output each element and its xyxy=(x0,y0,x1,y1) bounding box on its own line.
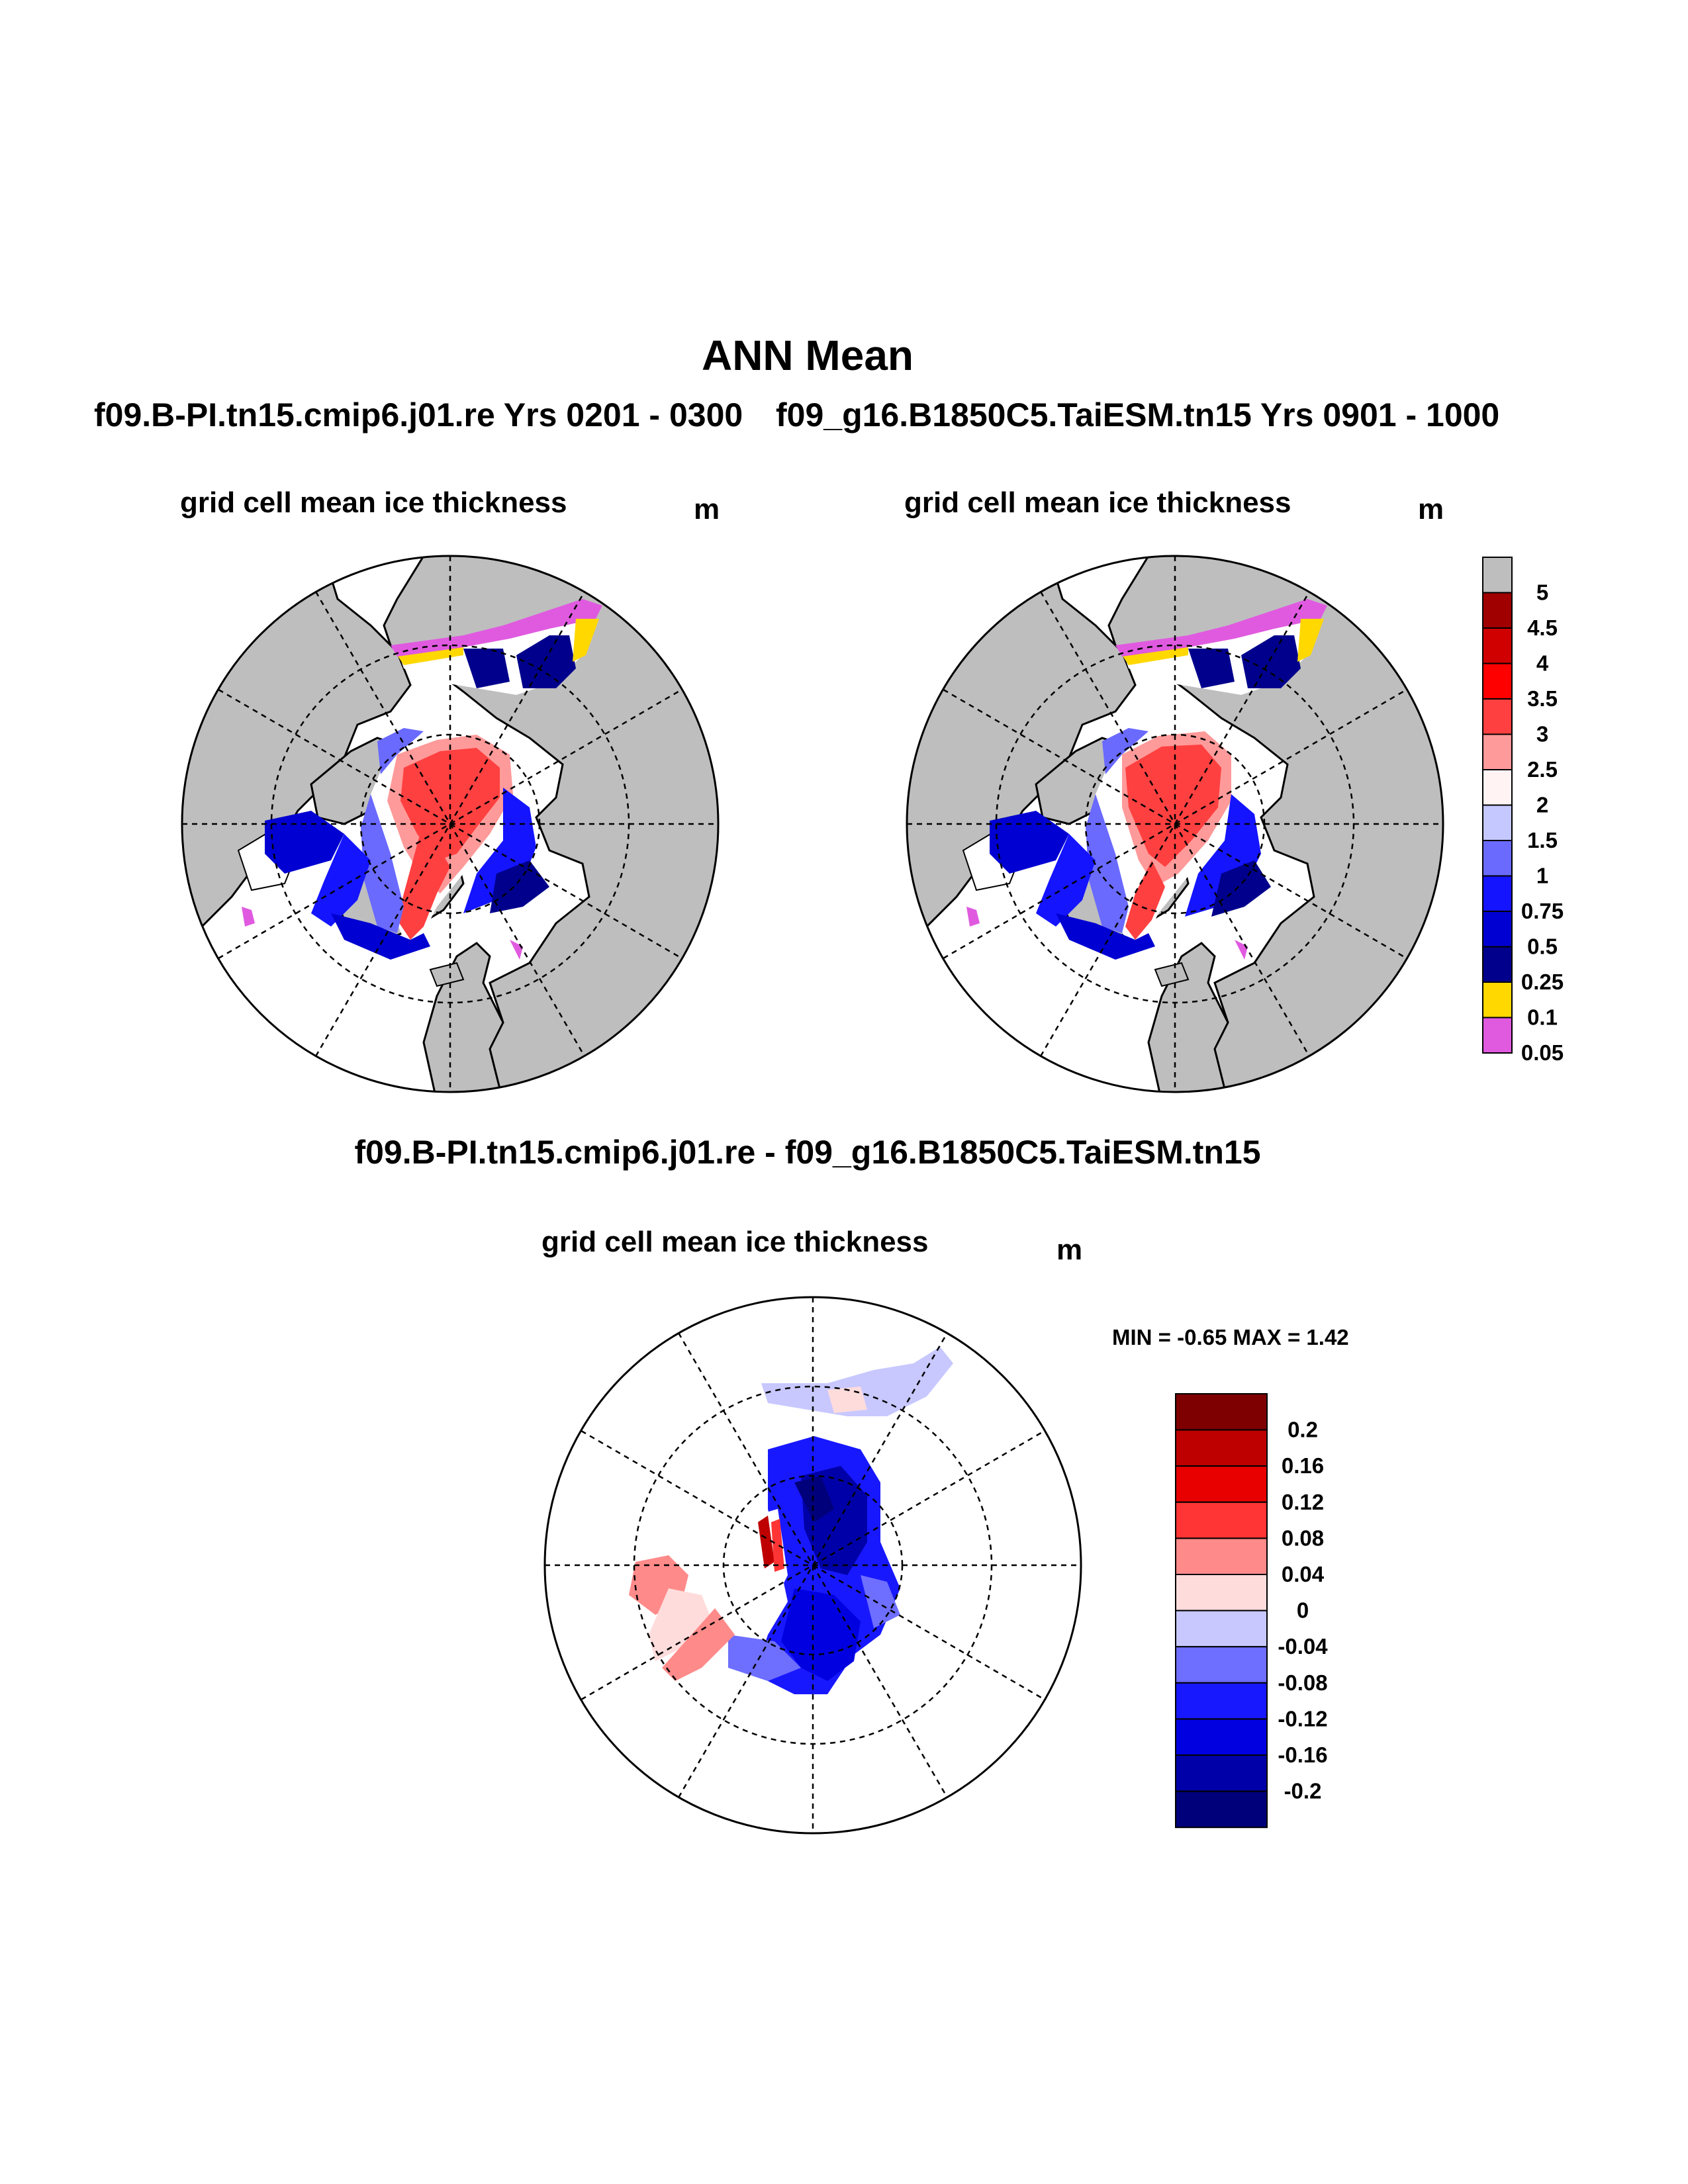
colorbar-diff-swatch-1 xyxy=(1175,1429,1268,1467)
colorbar-main-label-5: 2.5 xyxy=(1527,757,1558,782)
colorbar-diff-swatch-4 xyxy=(1175,1537,1268,1575)
colorbar-diff-label-5: 0 xyxy=(1297,1598,1309,1623)
colorbar-difference: 0.2 0.16 0.12 0.08 0.04 0 -0.04 -0.08 -0.12 -0.16… xyxy=(1175,1393,1328,1829)
colorbar-main-swatch-10 xyxy=(1482,911,1513,948)
map-panel-case2 xyxy=(906,555,1444,1093)
colorbar-main-swatch-5 xyxy=(1482,733,1513,770)
colorbar-main-label-11: 0.25 xyxy=(1521,970,1564,994)
colorbar-main-swatch-6 xyxy=(1482,769,1513,806)
colorbar-main-label-13: 0.05 xyxy=(1521,1040,1564,1065)
colorbar-diff-swatch-11 xyxy=(1175,1790,1268,1829)
ice-field-case2 xyxy=(966,599,1327,960)
colorbar-diff-swatch-7 xyxy=(1175,1646,1268,1684)
colorbar-diff-label-2: 0.12 xyxy=(1282,1490,1324,1514)
colorbar-diff-label-3: 0.08 xyxy=(1282,1525,1324,1550)
colorbar-main-swatch-3 xyxy=(1482,662,1513,700)
colorbar-main-swatch-1 xyxy=(1482,592,1513,629)
colorbar-diff-label-9: -0.16 xyxy=(1278,1743,1327,1767)
diff-field xyxy=(629,1347,953,1694)
colorbar-diff-swatch-2 xyxy=(1175,1465,1268,1503)
colorbar-main-swatch-4 xyxy=(1482,698,1513,735)
case1-title: f09.B-PI.tn15.cmip6.j01.re Yrs 0201 - 03… xyxy=(94,396,743,433)
colorbar-diff-label-8: -0.12 xyxy=(1278,1706,1327,1731)
colorbar-diff-swatch-10 xyxy=(1175,1754,1268,1792)
diff-title: f09.B-PI.tn15.cmip6.j01.re - f09_g16.B18… xyxy=(354,1134,1261,1171)
colorbar-diff-label-10: -0.2 xyxy=(1284,1779,1322,1803)
colorbar-main-label-3: 3.5 xyxy=(1527,686,1558,711)
colorbar-main-label-9: 0.75 xyxy=(1521,899,1564,923)
colorbar-main-label-2: 4 xyxy=(1536,651,1549,676)
colorbar-diff-label-1: 0.16 xyxy=(1282,1453,1324,1478)
graticule-case1 xyxy=(182,556,718,1092)
case2-title: f09_g16.B1850C5.TaiESM.tn15 Yrs 0901 - 1… xyxy=(776,396,1500,433)
graticule-diff xyxy=(545,1297,1081,1833)
colorbar-diff-label-4: 0.04 xyxy=(1282,1562,1325,1586)
colorbar-main-swatch-12 xyxy=(1482,981,1513,1019)
colorbar-main-label-10: 0.5 xyxy=(1527,934,1558,959)
colorbar-main-label-7: 1.5 xyxy=(1527,828,1558,852)
colorbar-diff-swatch-9 xyxy=(1175,1718,1268,1756)
panel3-units: m xyxy=(1056,1234,1083,1266)
panel2-title: grid cell mean ice thickness xyxy=(904,486,1291,519)
colorbar-main-label-8: 1 xyxy=(1536,864,1548,888)
colorbar-main-label-4: 3 xyxy=(1536,722,1548,747)
colorbar-main-swatch-0 xyxy=(1482,557,1513,594)
colorbar-main-swatch-13 xyxy=(1482,1017,1513,1054)
colorbar-diff-label-0: 0.2 xyxy=(1288,1418,1318,1442)
colorbar-main-label-6: 2 xyxy=(1536,793,1548,817)
colorbar-main-label-0: 5 xyxy=(1536,580,1548,605)
main-title: ANN Mean xyxy=(701,332,914,379)
colorbar-diff-swatch-3 xyxy=(1175,1501,1268,1539)
panel2-units: m xyxy=(1418,493,1444,525)
colorbar-main-swatch-7 xyxy=(1482,804,1513,841)
graticule-case2 xyxy=(907,556,1443,1092)
map-panel-case1 xyxy=(181,555,720,1093)
colorbar-main: 5 4.5 4 3.5 3 2.5 2 1.5 1 0.75 0.5 0.25 0.1 0.05 xyxy=(1482,557,1564,1065)
colorbar-main-swatch-8 xyxy=(1482,840,1513,877)
colorbar-diff-swatch-5 xyxy=(1175,1574,1268,1612)
colorbar-main-swatch-9 xyxy=(1482,875,1513,912)
colorbar-diff-label-7: -0.08 xyxy=(1278,1670,1327,1695)
panel3-title: grid cell mean ice thickness xyxy=(541,1226,929,1258)
colorbar-main-swatch-2 xyxy=(1482,627,1513,664)
colorbar-main-label-1: 4.5 xyxy=(1527,615,1558,640)
colorbar-diff-swatch-6 xyxy=(1175,1610,1268,1648)
min-max-label: MIN = -0.65 MAX = 1.42 xyxy=(1112,1325,1349,1349)
colorbar-diff-label-6: -0.04 xyxy=(1278,1634,1328,1659)
panel1-units: m xyxy=(694,493,720,525)
panel1-title: grid cell mean ice thickness xyxy=(180,486,567,519)
map-panel-difference xyxy=(543,1296,1082,1835)
colorbar-main-label-12: 0.1 xyxy=(1527,1005,1558,1030)
colorbar-diff-swatch-0 xyxy=(1175,1393,1268,1431)
colorbar-diff-swatch-8 xyxy=(1175,1682,1268,1720)
colorbar-main-swatch-11 xyxy=(1482,946,1513,983)
